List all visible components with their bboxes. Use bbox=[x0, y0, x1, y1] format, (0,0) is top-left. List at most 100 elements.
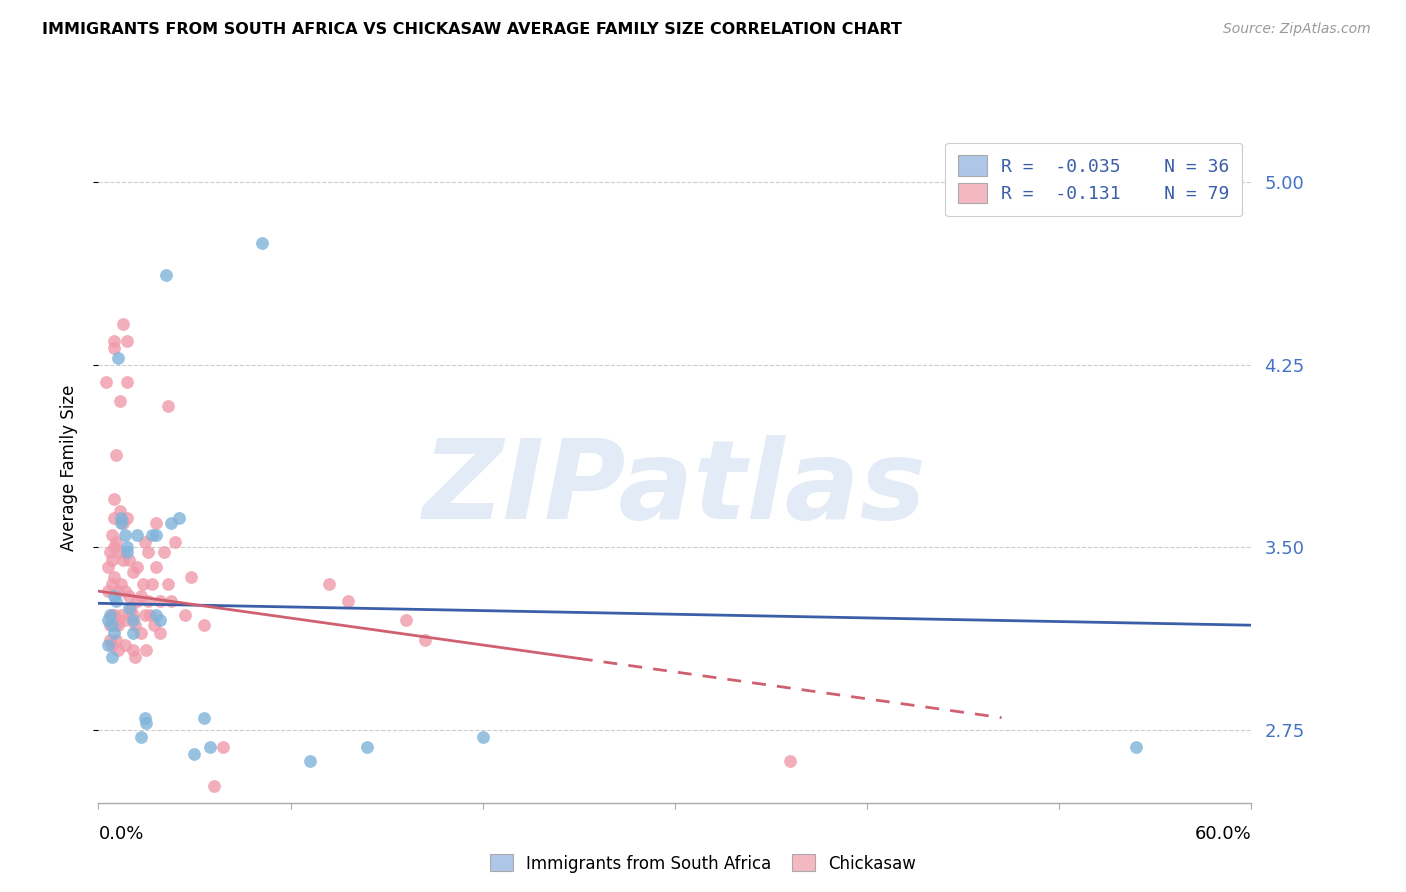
Point bbox=[167, 511, 190, 525]
Point bbox=[298, 755, 321, 769]
Point bbox=[145, 608, 167, 623]
Point bbox=[118, 601, 141, 615]
Point bbox=[156, 399, 179, 413]
Text: IMMIGRANTS FROM SOUTH AFRICA VS CHICKASAW AVERAGE FAMILY SIZE CORRELATION CHART: IMMIGRANTS FROM SOUTH AFRICA VS CHICKASA… bbox=[42, 22, 903, 37]
Point bbox=[122, 625, 145, 640]
Y-axis label: Average Family Size: Average Family Size bbox=[59, 385, 77, 551]
Text: ZIPatlas: ZIPatlas bbox=[423, 435, 927, 541]
Point bbox=[104, 594, 127, 608]
Point bbox=[779, 755, 801, 769]
Point bbox=[112, 516, 135, 530]
Point bbox=[160, 594, 183, 608]
Point bbox=[117, 375, 139, 389]
Point bbox=[124, 618, 146, 632]
Point bbox=[193, 618, 215, 632]
Text: 0.0%: 0.0% bbox=[98, 825, 143, 843]
Point bbox=[135, 715, 157, 730]
Point bbox=[149, 594, 172, 608]
Point bbox=[124, 649, 146, 664]
Point bbox=[122, 565, 145, 579]
Point bbox=[129, 589, 152, 603]
Point bbox=[125, 528, 148, 542]
Point bbox=[145, 528, 167, 542]
Point bbox=[103, 625, 125, 640]
Point bbox=[101, 552, 124, 566]
Point bbox=[97, 559, 120, 574]
Point bbox=[138, 545, 160, 559]
Point bbox=[108, 394, 131, 409]
Point bbox=[138, 594, 160, 608]
Point bbox=[250, 236, 273, 251]
Point bbox=[114, 638, 136, 652]
Point bbox=[101, 577, 124, 591]
Text: 60.0%: 60.0% bbox=[1195, 825, 1251, 843]
Point bbox=[103, 589, 125, 603]
Point bbox=[471, 730, 494, 744]
Point bbox=[103, 608, 125, 623]
Point bbox=[110, 516, 132, 530]
Point bbox=[103, 569, 125, 583]
Point bbox=[141, 528, 163, 542]
Point bbox=[103, 511, 125, 525]
Point bbox=[134, 711, 156, 725]
Point bbox=[174, 608, 197, 623]
Point bbox=[103, 341, 125, 355]
Point bbox=[104, 448, 127, 462]
Point bbox=[193, 711, 215, 725]
Point bbox=[156, 577, 179, 591]
Point bbox=[97, 613, 120, 627]
Point bbox=[98, 608, 121, 623]
Point bbox=[107, 584, 129, 599]
Text: Source: ZipAtlas.com: Source: ZipAtlas.com bbox=[1223, 22, 1371, 37]
Point bbox=[110, 511, 132, 525]
Point bbox=[134, 608, 156, 623]
Point bbox=[356, 739, 378, 754]
Point bbox=[145, 559, 167, 574]
Point bbox=[112, 317, 135, 331]
Point bbox=[107, 618, 129, 632]
Point bbox=[108, 504, 131, 518]
Point bbox=[97, 584, 120, 599]
Point bbox=[152, 545, 174, 559]
Point bbox=[98, 545, 121, 559]
Point bbox=[160, 516, 183, 530]
Point bbox=[94, 375, 117, 389]
Point bbox=[155, 268, 177, 282]
Point bbox=[101, 638, 124, 652]
Point bbox=[1125, 739, 1147, 754]
Point bbox=[135, 642, 157, 657]
Point bbox=[104, 632, 127, 647]
Point bbox=[129, 625, 152, 640]
Point bbox=[112, 552, 135, 566]
Point bbox=[114, 528, 136, 542]
Point bbox=[117, 545, 139, 559]
Point bbox=[212, 739, 235, 754]
Point bbox=[110, 608, 132, 623]
Point bbox=[129, 730, 152, 744]
Point bbox=[103, 491, 125, 506]
Point bbox=[114, 584, 136, 599]
Point bbox=[117, 334, 139, 348]
Point bbox=[413, 632, 436, 647]
Point bbox=[98, 618, 121, 632]
Point bbox=[143, 618, 166, 632]
Point bbox=[165, 535, 187, 549]
Point bbox=[114, 613, 136, 627]
Point bbox=[198, 739, 221, 754]
Point bbox=[103, 334, 125, 348]
Point bbox=[107, 351, 129, 365]
Point bbox=[108, 545, 131, 559]
Point bbox=[183, 747, 205, 761]
Point bbox=[117, 511, 139, 525]
Point bbox=[101, 528, 124, 542]
Point bbox=[98, 632, 121, 647]
Point bbox=[131, 577, 153, 591]
Legend: Immigrants from South Africa, Chickasaw: Immigrants from South Africa, Chickasaw bbox=[484, 847, 922, 880]
Point bbox=[122, 608, 145, 623]
Point bbox=[110, 577, 132, 591]
Point bbox=[107, 642, 129, 657]
Point bbox=[145, 516, 167, 530]
Point bbox=[149, 613, 172, 627]
Point bbox=[139, 608, 162, 623]
Point bbox=[104, 535, 127, 549]
